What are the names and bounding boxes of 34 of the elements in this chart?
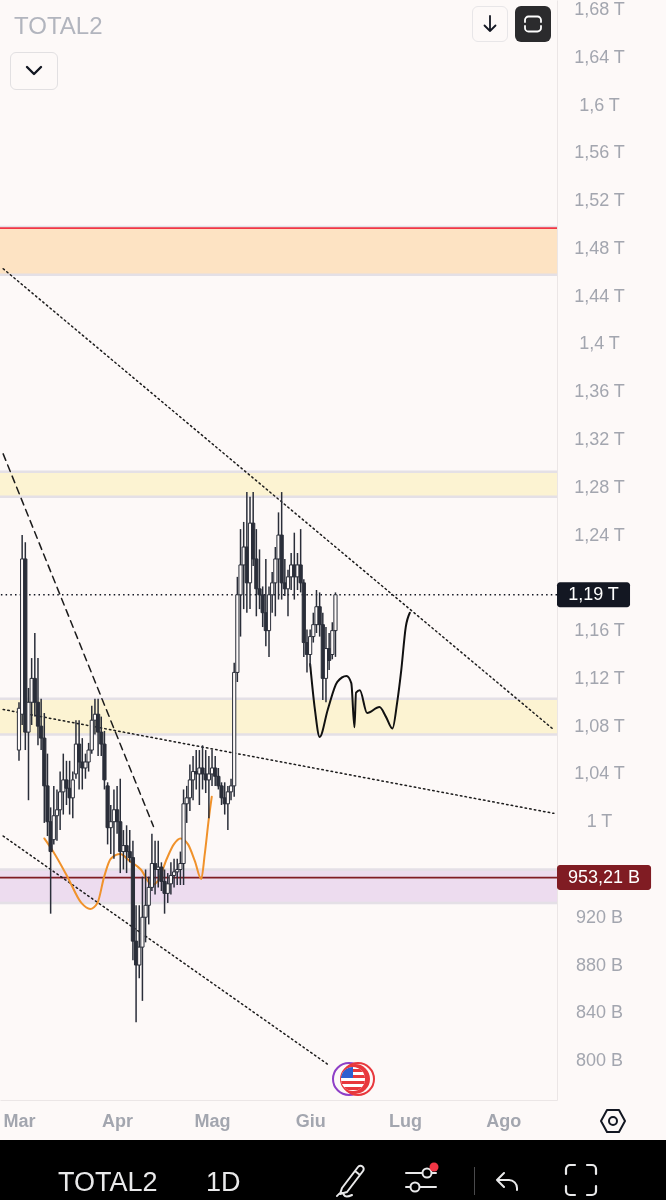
y-tick-label: 1,32 T: [574, 429, 625, 450]
candlestick: [200, 744, 205, 791]
y-tick-label: 800 B: [575, 1050, 624, 1071]
y-tick-label: 1,44 T: [574, 285, 625, 306]
x-tick-label: Mag: [194, 1110, 231, 1131]
x-tick-label: Lug: [389, 1110, 423, 1131]
text: 1D: [206, 1166, 241, 1198]
y-tick-label: 1,08 T: [574, 715, 625, 736]
y-tick-label: 1 T: [586, 811, 613, 832]
y-tick-label: 1,56 T: [574, 142, 625, 163]
text: TOTAL2: [14, 12, 103, 40]
ref-line-label: 953,21 B: [568, 866, 641, 887]
y-tick-label: 920 B: [575, 906, 624, 927]
y-tick-label: 1,52 T: [574, 190, 625, 211]
y-tick-label: 1,48 T: [574, 237, 625, 258]
x-tick-label: Ago: [486, 1110, 522, 1131]
ref-line-label: 1,19 T: [568, 583, 619, 604]
y-tick-label: 1,64 T: [574, 46, 625, 67]
candlestick: [203, 749, 208, 794]
y-tick-label: 1,68 T: [574, 0, 625, 20]
x-tick-label: Mar: [3, 1110, 36, 1131]
y-tick-label: 1,24 T: [574, 524, 625, 545]
y-tick-label: 1,4 T: [579, 333, 620, 354]
x-tick-label: Apr: [102, 1110, 134, 1131]
y-tick-label: 1,6 T: [579, 94, 620, 115]
y-tick-label: 840 B: [575, 1002, 624, 1023]
y-tick-label: 1,36 T: [574, 381, 625, 402]
y-tick-label: 1,12 T: [574, 667, 625, 688]
y-tick-label: 1,16 T: [574, 620, 625, 641]
x-tick-label: Giu: [295, 1110, 326, 1131]
y-tick-label: 1,28 T: [574, 476, 625, 497]
text: TOTAL2: [58, 1166, 158, 1198]
y-tick-label: 880 B: [575, 954, 624, 975]
y-tick-label: 1,04 T: [574, 763, 625, 784]
